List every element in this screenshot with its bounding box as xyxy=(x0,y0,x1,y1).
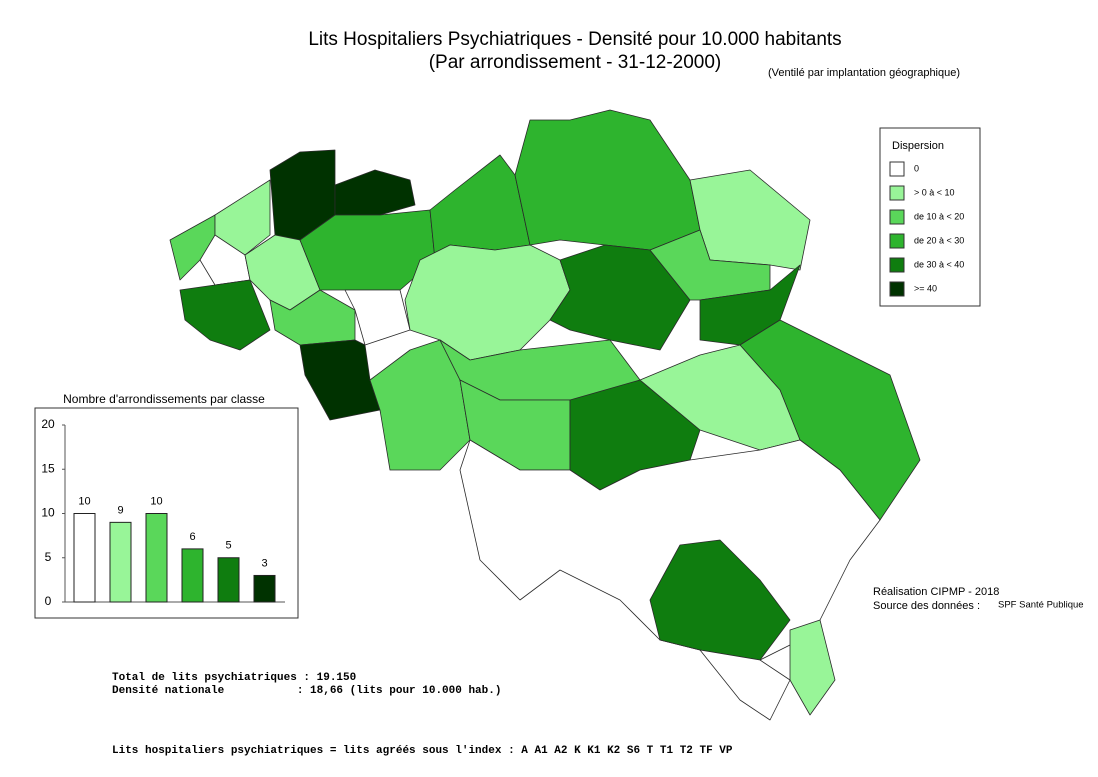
value-label: 5 xyxy=(225,540,231,552)
source: SPF Santé Publique xyxy=(998,600,1084,611)
y-tick-label: 15 xyxy=(41,461,55,475)
value-label: 10 xyxy=(78,495,90,507)
region xyxy=(269,289,356,346)
legend-label: de 10 à < 20 xyxy=(914,211,964,221)
legend-label: > 0 à < 10 xyxy=(914,187,955,197)
region xyxy=(404,244,571,361)
region xyxy=(429,154,531,261)
legend-label: 0 xyxy=(914,163,919,173)
subtitle: (Par arrondissement - 31-12-2000) xyxy=(429,52,722,73)
legend-swatch xyxy=(889,209,905,225)
bar-chart: 0 5 10 15 20 10 9 10 6 5 3 xyxy=(41,417,285,608)
y-tick-label: 20 xyxy=(41,417,55,431)
title: Lits Hospitaliers Psychiatriques - Densi… xyxy=(308,29,841,50)
region xyxy=(699,649,791,721)
region xyxy=(514,109,701,251)
y-tick-label: 5 xyxy=(45,550,52,564)
region xyxy=(549,244,691,351)
region xyxy=(334,169,416,216)
region xyxy=(649,539,791,661)
value-label: 6 xyxy=(189,531,195,543)
y-tick-label: 0 xyxy=(45,594,52,608)
region xyxy=(179,279,271,351)
legend: 0 > 0 à < 10 de 10 à < 20 de 20 à < 30 de 30… xyxy=(889,161,964,297)
legend-label: de 30 à < 40 xyxy=(914,259,964,269)
value-label: 10 xyxy=(150,495,162,507)
legend-label: >= 40 xyxy=(914,283,937,293)
legend-swatch xyxy=(889,257,905,273)
legend-title: Dispersion xyxy=(892,140,944,152)
bar xyxy=(73,513,96,603)
legend-label: de 20 à < 30 xyxy=(914,235,964,245)
bar xyxy=(109,521,132,603)
value-label: 3 xyxy=(261,557,267,569)
map xyxy=(169,109,921,721)
legend-swatch xyxy=(889,233,905,249)
region xyxy=(299,339,381,421)
region xyxy=(344,289,411,346)
total-line: Total de lits psychiatriques : 19.150 xyxy=(112,672,356,684)
value-label: 9 xyxy=(117,504,123,516)
footer: Lits hospitaliers psychiatriques = lits … xyxy=(112,745,733,757)
note: (Ventilé par implantation géographique) xyxy=(768,67,960,79)
total-line: Densité nationale : 18,66 (lits pour 10.… xyxy=(112,685,501,697)
legend-swatch xyxy=(889,281,905,297)
bar xyxy=(145,513,168,603)
legend-swatch xyxy=(889,185,905,201)
credit: Réalisation CIPMP - 2018 xyxy=(873,586,999,598)
source-label: Source des données : xyxy=(873,600,980,612)
bar xyxy=(253,574,276,603)
region xyxy=(639,344,801,451)
legend-swatch xyxy=(889,161,905,177)
bar xyxy=(181,548,204,603)
y-tick-label: 10 xyxy=(41,506,55,520)
bar xyxy=(217,557,240,603)
region xyxy=(649,229,771,301)
region xyxy=(789,619,836,716)
chart-title: Nombre d'arrondissements par classe xyxy=(63,392,265,406)
